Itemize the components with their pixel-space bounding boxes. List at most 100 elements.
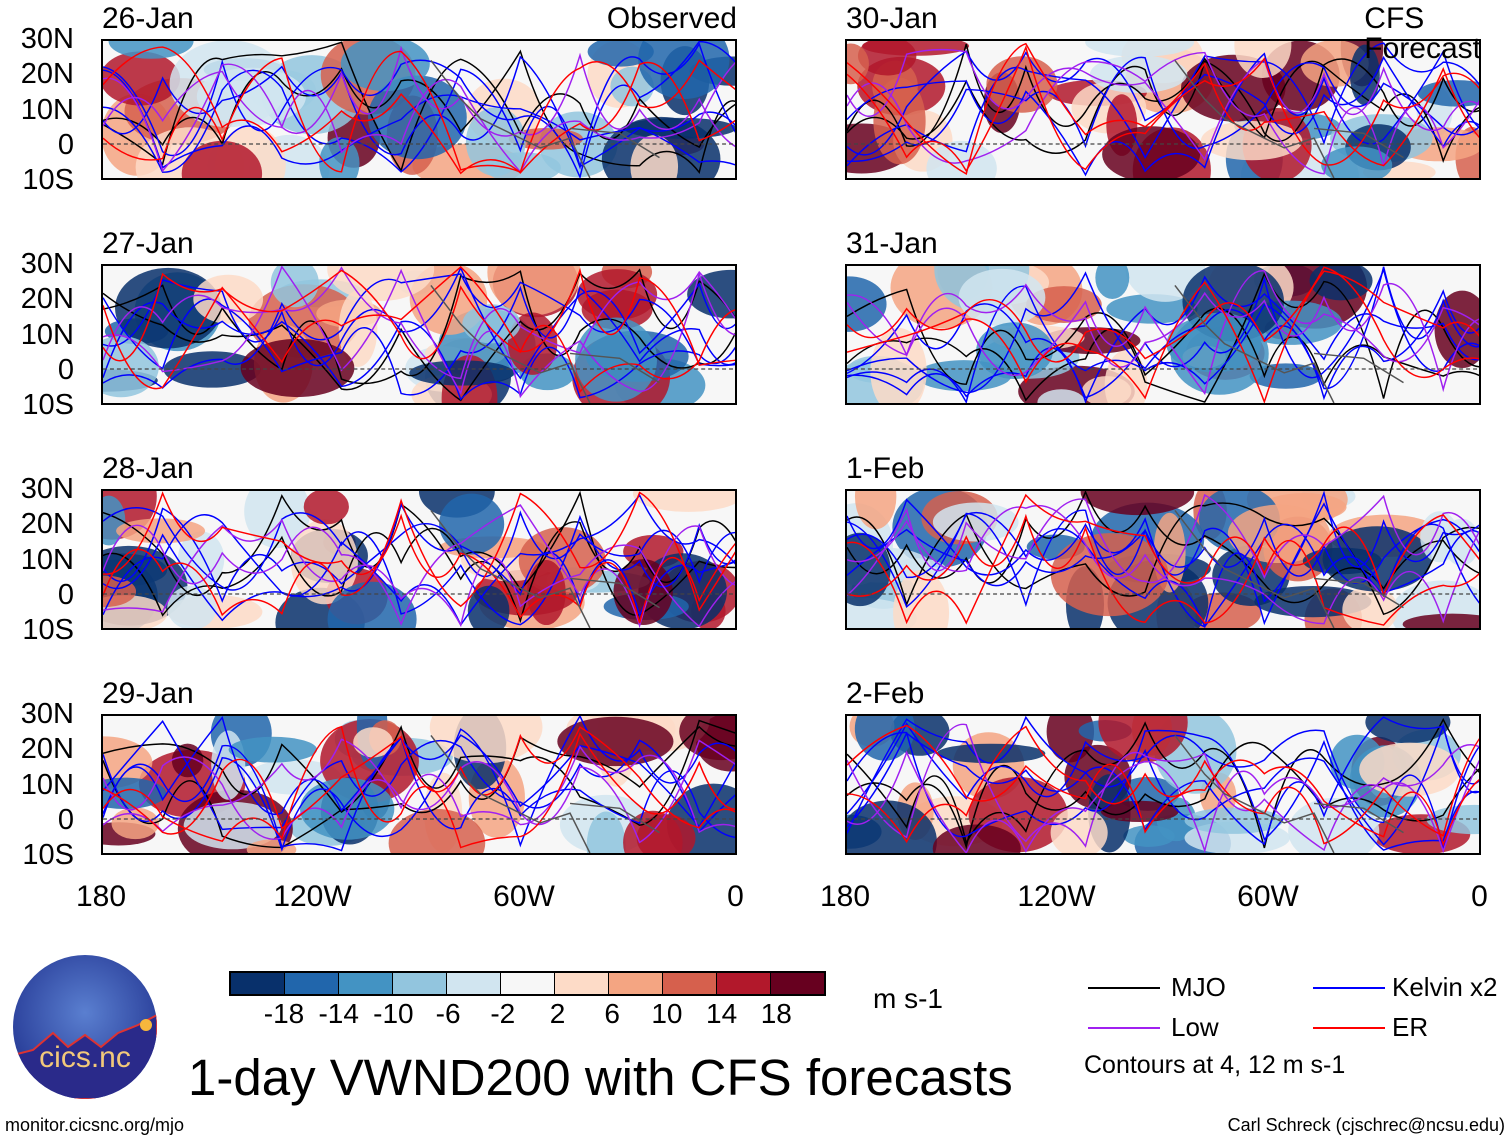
wind-anomaly-blob: [630, 135, 679, 178]
colorbar-swatch: [609, 973, 663, 994]
wind-anomaly-blob: [1365, 716, 1451, 744]
panel-date: 31-Jan: [846, 227, 938, 260]
contour-line: [847, 270, 1479, 403]
colorbar-units: m s-1: [873, 983, 943, 1014]
observed-map-panel: [101, 489, 737, 630]
contour-line: [847, 504, 1479, 625]
wind-anomaly-blob: [167, 585, 217, 628]
wind-anomaly-blob: [1080, 491, 1195, 516]
contour-line: [103, 285, 735, 396]
legend-label-er: ER: [1392, 1012, 1429, 1042]
wind-anomaly-blob: [1123, 825, 1175, 847]
contour-line: [103, 45, 735, 148]
legend-label-mjo: MJO: [1171, 972, 1226, 1002]
footer-url[interactable]: monitor.cicsnc.org/mjo: [5, 1115, 185, 1135]
wind-anomaly-blob: [870, 327, 927, 403]
coastline: [430, 509, 660, 628]
colorbar-tick-label: -14: [318, 998, 359, 1029]
colorbar-tick-label: -6: [435, 998, 461, 1029]
wind-anomaly-blob: [1200, 121, 1303, 161]
wind-anomaly-blob: [439, 493, 505, 555]
wind-anomaly-blob: [467, 585, 510, 628]
wind-anomaly-blob: [108, 41, 194, 59]
panel-date: 30-Jan: [846, 2, 938, 35]
wind-anomaly-blob: [936, 743, 1046, 764]
colorbar-swatch: [285, 973, 339, 994]
panel-date: 28-Jan: [102, 452, 194, 485]
contour-line: [847, 49, 1479, 177]
colorbar-swatch: [717, 973, 771, 994]
wind-anomaly-blob: [932, 824, 1021, 853]
wind-anomaly-blob: [340, 41, 430, 92]
contour-line: [103, 491, 735, 617]
wind-anomaly-blob: [177, 531, 225, 587]
contour-line: [847, 493, 1479, 626]
observed-map-panel: [101, 714, 737, 855]
wind-anomaly-blob: [319, 137, 360, 178]
wind-anomaly-blob: [240, 338, 355, 398]
observed-map-panel: [101, 39, 737, 180]
contour-line: [103, 507, 735, 626]
forecast-map-panel: [845, 264, 1481, 405]
contour-line: [103, 716, 735, 838]
lon-label: 60W: [493, 880, 555, 913]
contour-line: [847, 271, 1479, 403]
contour-line: [103, 46, 735, 175]
contour-line: [847, 491, 1479, 628]
legend-label-low: Low: [1171, 1012, 1219, 1042]
lat-label: 0: [57, 803, 74, 836]
legend-line-low: [1088, 1027, 1160, 1029]
wind-anomaly-blob: [586, 811, 626, 853]
wind-anomaly-blob: [1302, 547, 1382, 575]
contour-line: [847, 722, 1479, 849]
contour-line: [847, 717, 1479, 849]
contour-line: [103, 268, 735, 402]
colorbar-tick-label: 2: [549, 998, 566, 1029]
wind-anomaly-blob: [1102, 126, 1201, 178]
colorbar-swatch: [501, 973, 555, 994]
wind-anomaly-blob: [932, 502, 1019, 542]
contour-line: [103, 269, 735, 394]
contour-line: [103, 738, 735, 834]
wind-anomaly-blob: [487, 266, 581, 316]
wind-anomaly-blob: [270, 266, 319, 308]
contour-line: [847, 491, 1479, 604]
contour-line: [103, 739, 735, 844]
contour-line: [847, 266, 1479, 403]
wind-anomaly-blob: [926, 140, 997, 178]
figure-title: 1-day VWND200 with CFS forecasts: [188, 1049, 1013, 1106]
footer-credit: Carl Schreck (cjschrec@ncsu.edu): [1227, 1115, 1505, 1135]
contour-line: [103, 50, 735, 174]
contour-note: Contours at 4, 12 m s-1: [1084, 1051, 1346, 1079]
wind-anomaly-blob: [575, 317, 657, 402]
contour-line: [847, 744, 1479, 853]
wind-anomaly-blob: [303, 491, 349, 525]
contour-line: [103, 725, 735, 849]
contour-line: [103, 266, 735, 399]
observed-label: Observed: [606, 2, 737, 35]
contour-line: [103, 719, 735, 834]
contour-line: [103, 41, 735, 178]
wind-anomaly-blob: [103, 51, 181, 106]
lat-label: 10N: [20, 543, 74, 576]
colorbar-swatch: [447, 973, 501, 994]
colorbar-tick-label: 6: [604, 998, 620, 1029]
contour-line: [103, 266, 735, 380]
wind-anomaly-blob: [577, 269, 658, 320]
panel-date: 29-Jan: [102, 677, 194, 710]
lat-label: 10N: [20, 318, 74, 351]
lat-label: 20N: [20, 733, 74, 766]
colorbar: [229, 971, 826, 996]
lat-label: 30N: [20, 248, 74, 280]
contour-line: [847, 266, 1479, 379]
wind-anomaly-blob: [181, 140, 263, 178]
contour-line: [847, 56, 1479, 163]
coastline: [430, 734, 660, 853]
coastline: [1174, 284, 1404, 403]
lat-label: 30N: [20, 698, 74, 730]
wind-anomaly-blob: [679, 716, 735, 761]
contour-line: [847, 716, 1479, 846]
contour-line: [103, 270, 735, 385]
wind-anomaly-blob: [388, 808, 486, 853]
contour-line: [847, 723, 1479, 853]
